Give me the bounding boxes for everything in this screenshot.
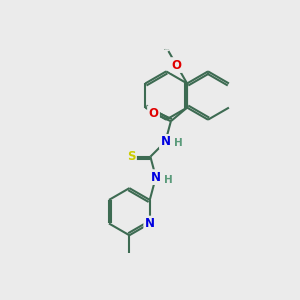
Text: S: S bbox=[127, 150, 136, 163]
Text: H: H bbox=[164, 175, 173, 184]
Text: methoxy: methoxy bbox=[164, 48, 170, 50]
Text: N: N bbox=[145, 217, 155, 230]
Text: H: H bbox=[164, 175, 173, 184]
Text: N: N bbox=[151, 171, 161, 184]
Text: H: H bbox=[174, 138, 182, 148]
Text: N: N bbox=[160, 135, 170, 148]
Text: O: O bbox=[172, 58, 182, 72]
Text: H: H bbox=[174, 138, 182, 148]
Text: N: N bbox=[160, 135, 170, 148]
Text: O: O bbox=[148, 106, 158, 120]
Text: N: N bbox=[145, 217, 155, 230]
Text: N: N bbox=[151, 171, 161, 184]
Text: O: O bbox=[148, 106, 158, 120]
Text: O: O bbox=[172, 58, 182, 72]
Text: S: S bbox=[127, 150, 136, 163]
